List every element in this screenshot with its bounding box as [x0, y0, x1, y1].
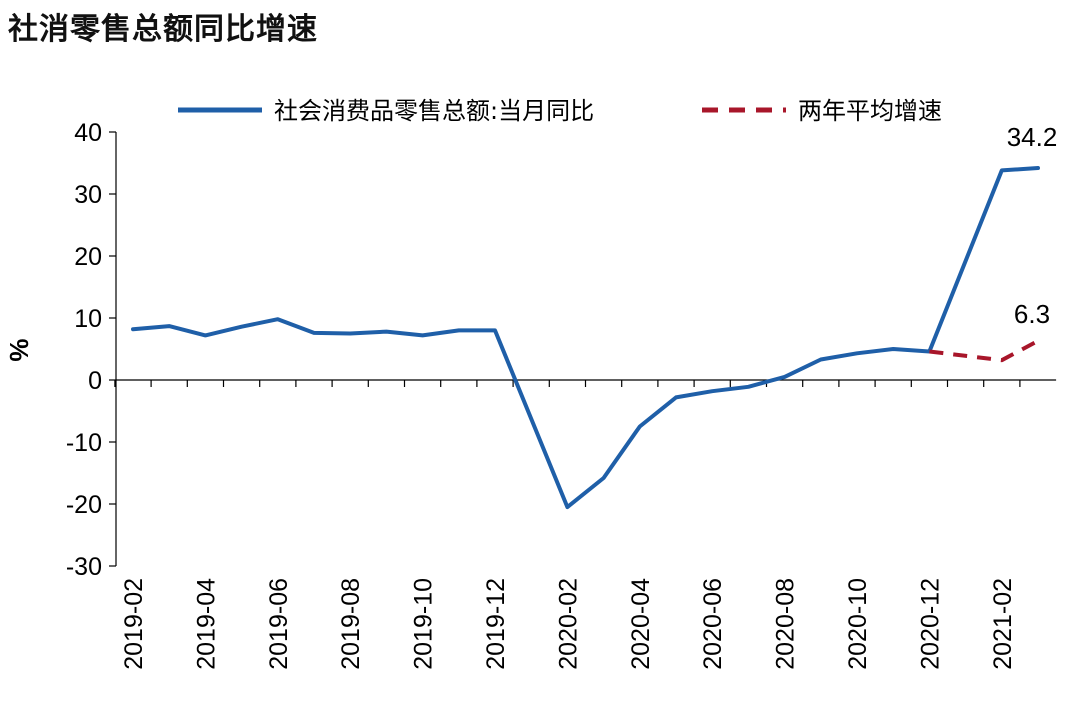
x-tick-label: 2020-02 — [554, 578, 582, 670]
y-tick-label: 0 — [88, 367, 102, 395]
y-axis-label: % — [4, 338, 34, 361]
x-tick-label: 2019-10 — [410, 578, 438, 670]
data-labels: 34.2 6.3 — [1007, 122, 1058, 329]
x-tick-label: 2020-08 — [772, 578, 800, 670]
y-tick-label: 40 — [74, 119, 102, 147]
data-label-0: 34.2 — [1007, 122, 1058, 152]
data-label-1: 6.3 — [1014, 299, 1050, 329]
legend-label-series-0: 社会消费品零售总额:当月同比 — [274, 97, 594, 125]
x-tick-label: 2019-02 — [120, 578, 148, 670]
legend: 社会消费品零售总额:当月同比 两年平均增速 — [178, 97, 942, 125]
x-tick-label: 2019-04 — [192, 578, 220, 670]
y-tick-label: 10 — [74, 305, 102, 333]
series-line-0 — [131, 166, 1040, 510]
x-tick-label: 2021-02 — [989, 578, 1017, 670]
x-tick-label: 2020-10 — [844, 578, 872, 670]
x-tick-label: 2020-12 — [916, 578, 944, 670]
y-tick-label: -20 — [66, 491, 102, 519]
x-tick-label: 2020-04 — [627, 578, 655, 670]
series-lines — [131, 166, 1040, 510]
y-tick-label: -30 — [66, 553, 102, 581]
x-tick-label: 2019-06 — [265, 578, 293, 670]
x-tick-label: 2020-06 — [699, 578, 727, 670]
y-tick-label: -10 — [66, 429, 102, 457]
series-line-1 — [929, 339, 1039, 363]
y-tick-label: 30 — [74, 181, 102, 209]
axes: 40 30 20 10 0 -10 -20 -30% 2019-02 2019-04 2019-06… — [4, 119, 1057, 670]
x-tick-label: 2019-08 — [337, 578, 365, 670]
x-tick-label: 2019-12 — [482, 578, 510, 670]
chart-title: 社消零售总额同比增速 — [8, 12, 318, 47]
y-tick-label: 20 — [74, 243, 102, 271]
legend-label-series-1: 两年平均增速 — [798, 97, 942, 125]
